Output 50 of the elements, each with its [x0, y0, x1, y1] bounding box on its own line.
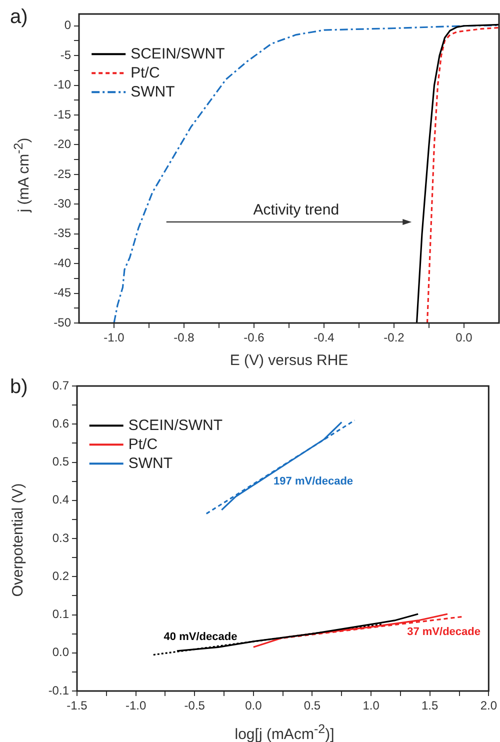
legend-label: SCEIN/SWNT [130, 45, 225, 62]
x-tick-label: -0.6 [244, 330, 265, 345]
legend-label: SCEIN/SWNT [128, 416, 223, 434]
y-tick-label: 0.5 [52, 454, 70, 469]
y-tick-label: -35 [54, 226, 72, 240]
y-tick-label: -30 [54, 196, 72, 210]
annotation: Activity trend [253, 201, 340, 218]
x-axis-title: log[j (mAcm$^{-2}$)] [234, 722, 334, 742]
legend-label: SWNT [128, 454, 173, 472]
x-tick-label: -1.0 [125, 698, 146, 713]
y-tick-label: 0.2 [52, 568, 70, 583]
y-axis-title: Overpotential (V) [10, 483, 26, 597]
x-tick-label: -0.5 [184, 698, 206, 713]
y-tick-label: 0.1 [52, 607, 70, 622]
y-tick-label: 0 [64, 18, 72, 32]
annotation: 40 mV/decade [164, 630, 238, 643]
x-axis-title: E (V) versus RHE [230, 352, 348, 369]
y-tick-label: 0.3 [52, 530, 70, 545]
x-tick-label: 1.5 [422, 698, 439, 713]
x-tick-label: 1.0 [362, 698, 380, 713]
chart-title: a) [10, 6, 28, 29]
legend-label: Pt/C [130, 64, 160, 82]
y-tick-label: 0.4 [52, 492, 70, 507]
x-tick-label: -1.0 [104, 330, 125, 345]
chart-title: b) [10, 376, 28, 399]
y-tick-label: -45 [54, 286, 72, 300]
line-series [113, 24, 499, 323]
x-tick-label: 0.0 [245, 698, 262, 713]
annotation: 197 mV/decade [274, 475, 354, 488]
y-tick-label: 0.0 [52, 645, 70, 660]
x-tick-label: -0.4 [314, 330, 335, 345]
x-tick-label: -0.2 [384, 330, 405, 345]
x-tick-label: 2.0 [480, 698, 498, 713]
x-tick-label: 0.0 [456, 330, 473, 345]
annotation: 37 mV/decade [407, 626, 480, 638]
legend-label: Pt/C [128, 436, 158, 453]
x-tick-label: 0.5 [304, 698, 321, 713]
y-tick-label: -25 [54, 166, 72, 181]
legend-label: SWNT [130, 83, 175, 100]
y-tick-label: -15 [54, 107, 72, 122]
y-tick-label: -5 [60, 48, 72, 62]
y-tick-label: -50 [54, 315, 72, 330]
y-tick-label: -10 [54, 78, 72, 92]
y-tick-label: 0.7 [52, 378, 70, 392]
x-tick-label: -1.5 [66, 698, 88, 713]
y-tick-label: 0.6 [52, 416, 70, 430]
y-tick-label: -0.1 [48, 683, 70, 698]
y-tick-label: -40 [54, 256, 72, 270]
x-tick-label: -0.8 [174, 330, 195, 345]
y-tick-label: -20 [54, 137, 72, 152]
